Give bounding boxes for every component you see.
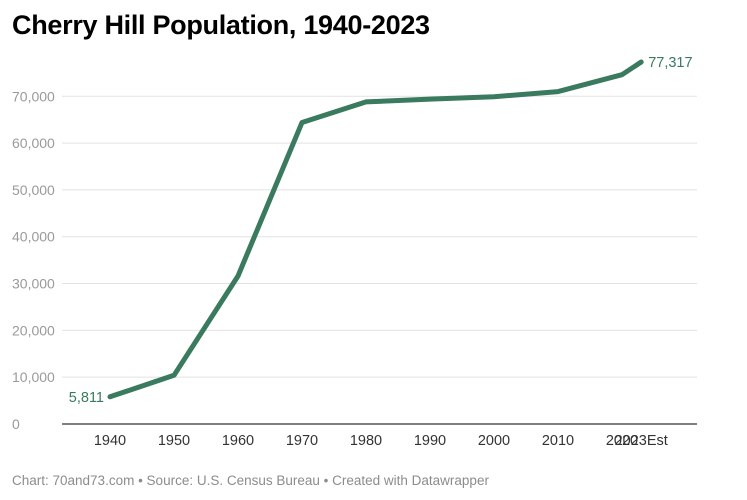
chart-footer: Chart: 70and73.com • Source: U.S. Census… <box>12 473 489 488</box>
chart-title: Cherry Hill Population, 1940-2023 <box>12 10 430 40</box>
last-value-label: 77,317 <box>648 55 692 71</box>
first-value-label: 5,811 <box>69 390 104 406</box>
y-tick-label: 60,000 <box>12 135 55 151</box>
y-tick-label: 10,000 <box>12 369 55 385</box>
data-point <box>108 394 113 399</box>
data-point <box>236 274 241 279</box>
y-tick-label: 70,000 <box>12 88 55 104</box>
x-tick-label: 1970 <box>286 433 318 449</box>
y-tick-label: 0 <box>12 416 20 432</box>
y-tick-label: 30,000 <box>12 276 55 292</box>
data-point <box>172 373 177 378</box>
x-tick-label: 1950 <box>158 433 190 449</box>
x-tick-label: 2000 <box>478 433 510 449</box>
x-tick-label: 1980 <box>350 433 382 449</box>
data-point <box>300 120 305 125</box>
data-point <box>639 60 644 65</box>
x-tick-label: 2010 <box>542 433 574 449</box>
series <box>107 59 644 400</box>
data-point <box>428 97 433 102</box>
x-tick-label: 2020 <box>606 433 638 449</box>
population-line <box>107 59 644 400</box>
x-tick-label: 1960 <box>222 433 254 449</box>
data-point <box>364 99 369 104</box>
x-tick-label: 1940 <box>94 433 126 449</box>
y-tick-label: 40,000 <box>12 229 55 245</box>
data-point <box>492 94 497 99</box>
y-axis-ticks: 0 10,000 20,000 30,000 40,000 50,000 60,000 70,… <box>12 88 55 432</box>
y-tick-label: 50,000 <box>12 182 55 198</box>
data-point <box>556 89 561 94</box>
x-tick-label: 2023Est <box>615 433 668 449</box>
gridlines <box>62 95 697 425</box>
data-labels: 5,811 77,317 <box>69 55 693 406</box>
x-tick-label: 1990 <box>414 433 446 449</box>
data-point <box>620 72 625 77</box>
y-tick-label: 20,000 <box>12 322 55 338</box>
x-axis-ticks: 1940 1950 1960 1970 1980 1990 2000 2010 20202023… <box>94 433 668 449</box>
